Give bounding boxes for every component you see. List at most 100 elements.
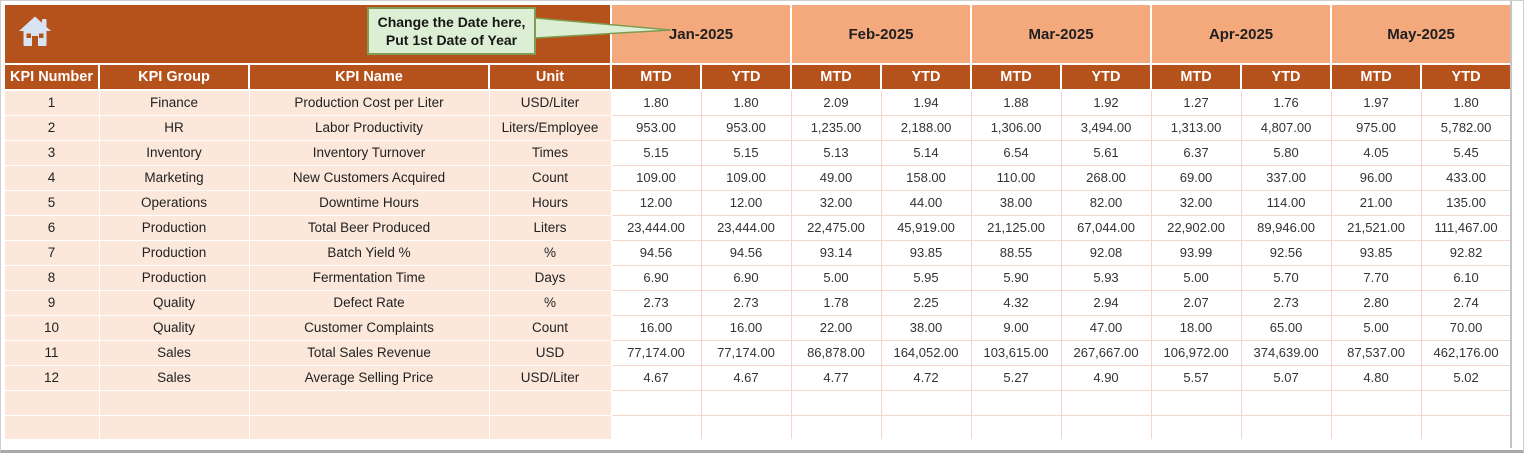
cell-empty[interactable] — [1060, 414, 1152, 441]
cell-kpi-number[interactable]: 4 — [3, 164, 100, 191]
cell-value[interactable]: 6.10 — [1420, 264, 1512, 291]
cell-empty[interactable] — [1240, 389, 1332, 416]
cell-value[interactable]: 1.80 — [700, 89, 792, 116]
cell-value[interactable]: 268.00 — [1060, 164, 1152, 191]
cell-unit[interactable]: Times — [488, 139, 612, 166]
cell-value[interactable]: 23,444.00 — [610, 214, 702, 241]
cell-value[interactable]: 1.94 — [880, 89, 972, 116]
cell-unit[interactable]: Count — [488, 164, 612, 191]
cell-empty[interactable] — [1420, 389, 1512, 416]
cell-value[interactable]: 2.94 — [1060, 289, 1152, 316]
cell-value[interactable]: 337.00 — [1240, 164, 1332, 191]
cell-unit[interactable]: USD/Liter — [488, 364, 612, 391]
cell-value[interactable]: 12.00 — [610, 189, 702, 216]
cell-value[interactable]: 92.82 — [1420, 239, 1512, 266]
cell-value[interactable]: 22,902.00 — [1150, 214, 1242, 241]
cell-empty[interactable] — [700, 389, 792, 416]
month-header-mar-2025[interactable]: Mar-2025 — [970, 3, 1153, 65]
cell-value[interactable]: 21,521.00 — [1330, 214, 1422, 241]
cell-value[interactable]: 93.99 — [1150, 239, 1242, 266]
cell-value[interactable]: 2.73 — [1240, 289, 1332, 316]
cell-kpi-number[interactable]: 10 — [3, 314, 100, 341]
cell-value[interactable]: 3,494.00 — [1060, 114, 1152, 141]
cell-kpi-group[interactable]: Marketing — [98, 164, 250, 191]
cell-value[interactable]: 1.80 — [1420, 89, 1512, 116]
cell-kpi-number[interactable]: 8 — [3, 264, 100, 291]
cell-value[interactable]: 47.00 — [1060, 314, 1152, 341]
cell-value[interactable]: 6.37 — [1150, 139, 1242, 166]
cell-value[interactable]: 5.15 — [610, 139, 702, 166]
cell-value[interactable]: 4.72 — [880, 364, 972, 391]
cell-value[interactable]: 5.45 — [1420, 139, 1512, 166]
cell-empty[interactable] — [248, 389, 490, 416]
month-header-jan-2025[interactable]: Jan-2025 — [610, 3, 792, 65]
cell-value[interactable]: 6.90 — [610, 264, 702, 291]
cell-kpi-number[interactable]: 12 — [3, 364, 100, 391]
cell-value[interactable]: 6.54 — [970, 139, 1062, 166]
cell-value[interactable]: 114.00 — [1240, 189, 1332, 216]
cell-value[interactable]: 1.97 — [1330, 89, 1422, 116]
cell-value[interactable]: 135.00 — [1420, 189, 1512, 216]
month-header-feb-2025[interactable]: Feb-2025 — [789, 3, 973, 65]
cell-unit[interactable]: Count — [488, 314, 612, 341]
cell-value[interactable]: 1.80 — [610, 89, 702, 116]
cell-empty[interactable] — [1060, 389, 1152, 416]
cell-unit[interactable]: USD — [488, 339, 612, 366]
cell-kpi-group[interactable]: Quality — [98, 289, 250, 316]
cell-kpi-number[interactable]: 1 — [3, 89, 100, 116]
cell-kpi-group[interactable]: Production — [98, 239, 250, 266]
cell-value[interactable]: 2.80 — [1330, 289, 1422, 316]
cell-value[interactable]: 92.08 — [1060, 239, 1152, 266]
cell-kpi-name[interactable]: Total Sales Revenue — [248, 339, 490, 366]
cell-value[interactable]: 109.00 — [610, 164, 702, 191]
cell-value[interactable]: 4.67 — [610, 364, 702, 391]
cell-empty[interactable] — [610, 414, 702, 441]
cell-value[interactable]: 92.56 — [1240, 239, 1332, 266]
cell-value[interactable]: 87,537.00 — [1330, 339, 1422, 366]
cell-value[interactable]: 22,475.00 — [790, 214, 882, 241]
cell-value[interactable]: 1.27 — [1150, 89, 1242, 116]
cell-value[interactable]: 38.00 — [970, 189, 1062, 216]
cell-empty[interactable] — [970, 389, 1062, 416]
cell-value[interactable]: 5.80 — [1240, 139, 1332, 166]
cell-value[interactable]: 22.00 — [790, 314, 882, 341]
cell-value[interactable]: 44.00 — [880, 189, 972, 216]
cell-kpi-name[interactable]: Average Selling Price — [248, 364, 490, 391]
cell-kpi-number[interactable]: 11 — [3, 339, 100, 366]
cell-value[interactable]: 1,306.00 — [970, 114, 1062, 141]
cell-empty[interactable] — [1150, 414, 1242, 441]
cell-value[interactable]: 38.00 — [880, 314, 972, 341]
cell-value[interactable]: 9.00 — [970, 314, 1062, 341]
cell-unit[interactable]: % — [488, 289, 612, 316]
cell-value[interactable]: 16.00 — [610, 314, 702, 341]
cell-value[interactable]: 45,919.00 — [880, 214, 972, 241]
cell-empty[interactable] — [1150, 389, 1242, 416]
cell-value[interactable]: 93.85 — [1330, 239, 1422, 266]
cell-value[interactable]: 103,615.00 — [970, 339, 1062, 366]
cell-value[interactable]: 110.00 — [970, 164, 1062, 191]
subheader-mtd-jan-2025[interactable]: MTD — [610, 63, 702, 91]
cell-value[interactable]: 5.61 — [1060, 139, 1152, 166]
month-header-apr-2025[interactable]: Apr-2025 — [1150, 3, 1333, 65]
cell-kpi-name[interactable]: Downtime Hours — [248, 189, 490, 216]
cell-value[interactable]: 94.56 — [700, 239, 792, 266]
cell-value[interactable]: 158.00 — [880, 164, 972, 191]
cell-value[interactable]: 4.32 — [970, 289, 1062, 316]
cell-value[interactable]: 5.27 — [970, 364, 1062, 391]
cell-value[interactable]: 93.85 — [880, 239, 972, 266]
cell-value[interactable]: 67,044.00 — [1060, 214, 1152, 241]
cell-value[interactable]: 462,176.00 — [1420, 339, 1512, 366]
cell-kpi-name[interactable]: Defect Rate — [248, 289, 490, 316]
cell-value[interactable]: 2.74 — [1420, 289, 1512, 316]
cell-kpi-number[interactable]: 7 — [3, 239, 100, 266]
cell-value[interactable]: 21,125.00 — [970, 214, 1062, 241]
cell-value[interactable]: 5.14 — [880, 139, 972, 166]
cell-empty[interactable] — [610, 389, 702, 416]
cell-empty[interactable] — [98, 414, 250, 441]
cell-kpi-group[interactable]: Production — [98, 264, 250, 291]
cell-value[interactable]: 2.73 — [700, 289, 792, 316]
cell-unit[interactable]: USD/Liter — [488, 89, 612, 116]
cell-value[interactable]: 5.00 — [1150, 264, 1242, 291]
cell-value[interactable]: 4.77 — [790, 364, 882, 391]
cell-value[interactable]: 4.05 — [1330, 139, 1422, 166]
